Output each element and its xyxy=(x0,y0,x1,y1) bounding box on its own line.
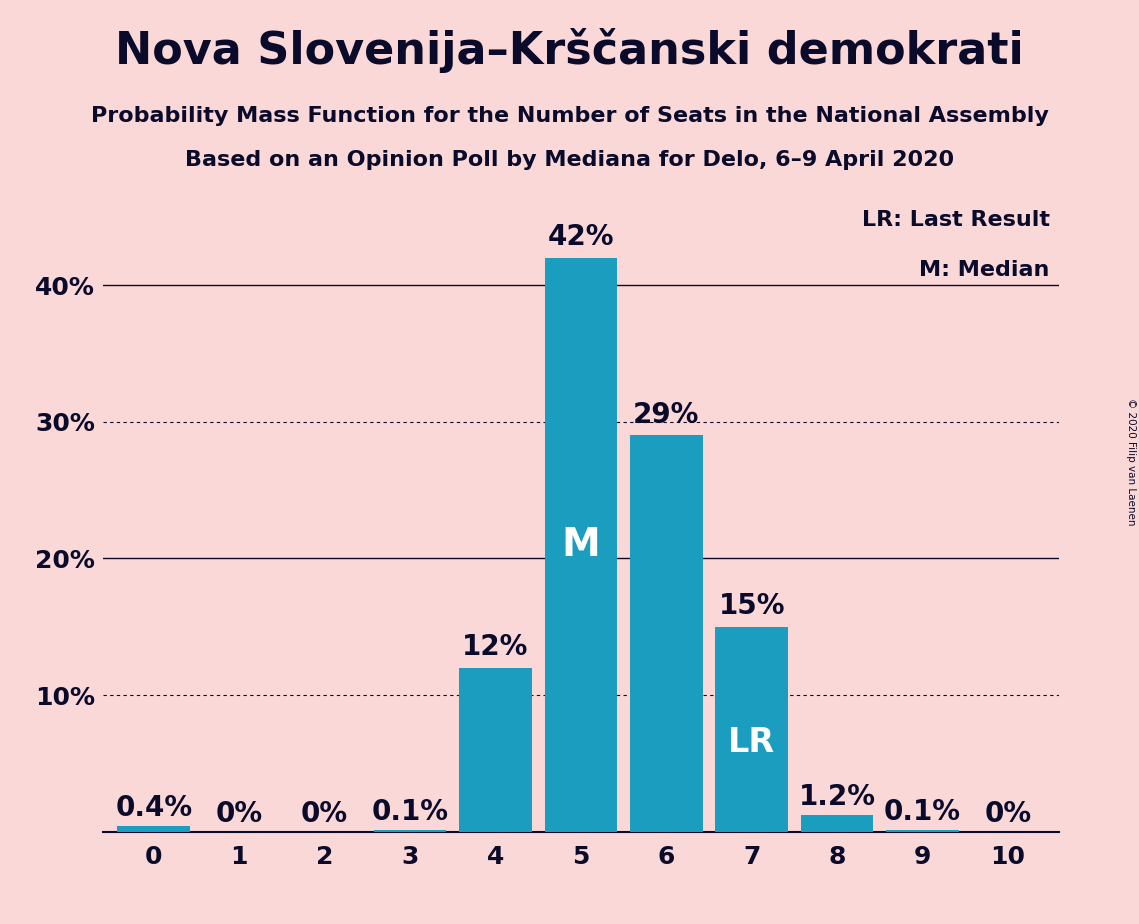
Text: Based on an Opinion Poll by Mediana for Delo, 6–9 April 2020: Based on an Opinion Poll by Mediana for … xyxy=(185,150,954,170)
Text: 0%: 0% xyxy=(215,799,263,828)
Bar xyxy=(886,831,959,832)
Text: © 2020 Filip van Laenen: © 2020 Filip van Laenen xyxy=(1126,398,1136,526)
Text: M: M xyxy=(562,526,600,564)
Text: LR: LR xyxy=(728,726,776,760)
Text: M: Median: M: Median xyxy=(919,260,1050,280)
Text: 42%: 42% xyxy=(548,223,614,251)
Text: Nova Slovenija–Krščanski demokrati: Nova Slovenija–Krščanski demokrati xyxy=(115,28,1024,73)
Bar xyxy=(374,831,446,832)
Text: 0.4%: 0.4% xyxy=(115,794,192,822)
Text: Probability Mass Function for the Number of Seats in the National Assembly: Probability Mass Function for the Number… xyxy=(91,106,1048,127)
Text: 1.2%: 1.2% xyxy=(798,784,876,811)
Text: 0%: 0% xyxy=(984,799,1032,828)
Bar xyxy=(117,826,190,832)
Bar xyxy=(630,435,703,832)
Text: 0.1%: 0.1% xyxy=(371,798,449,826)
Text: 29%: 29% xyxy=(633,401,699,429)
Text: LR: Last Result: LR: Last Result xyxy=(862,210,1050,229)
Text: 15%: 15% xyxy=(719,592,785,620)
Bar xyxy=(801,815,874,832)
Bar xyxy=(715,626,788,832)
Text: 0.1%: 0.1% xyxy=(884,798,961,826)
Text: 12%: 12% xyxy=(462,633,528,661)
Bar xyxy=(459,668,532,832)
Bar xyxy=(544,258,617,832)
Text: 0%: 0% xyxy=(301,799,349,828)
